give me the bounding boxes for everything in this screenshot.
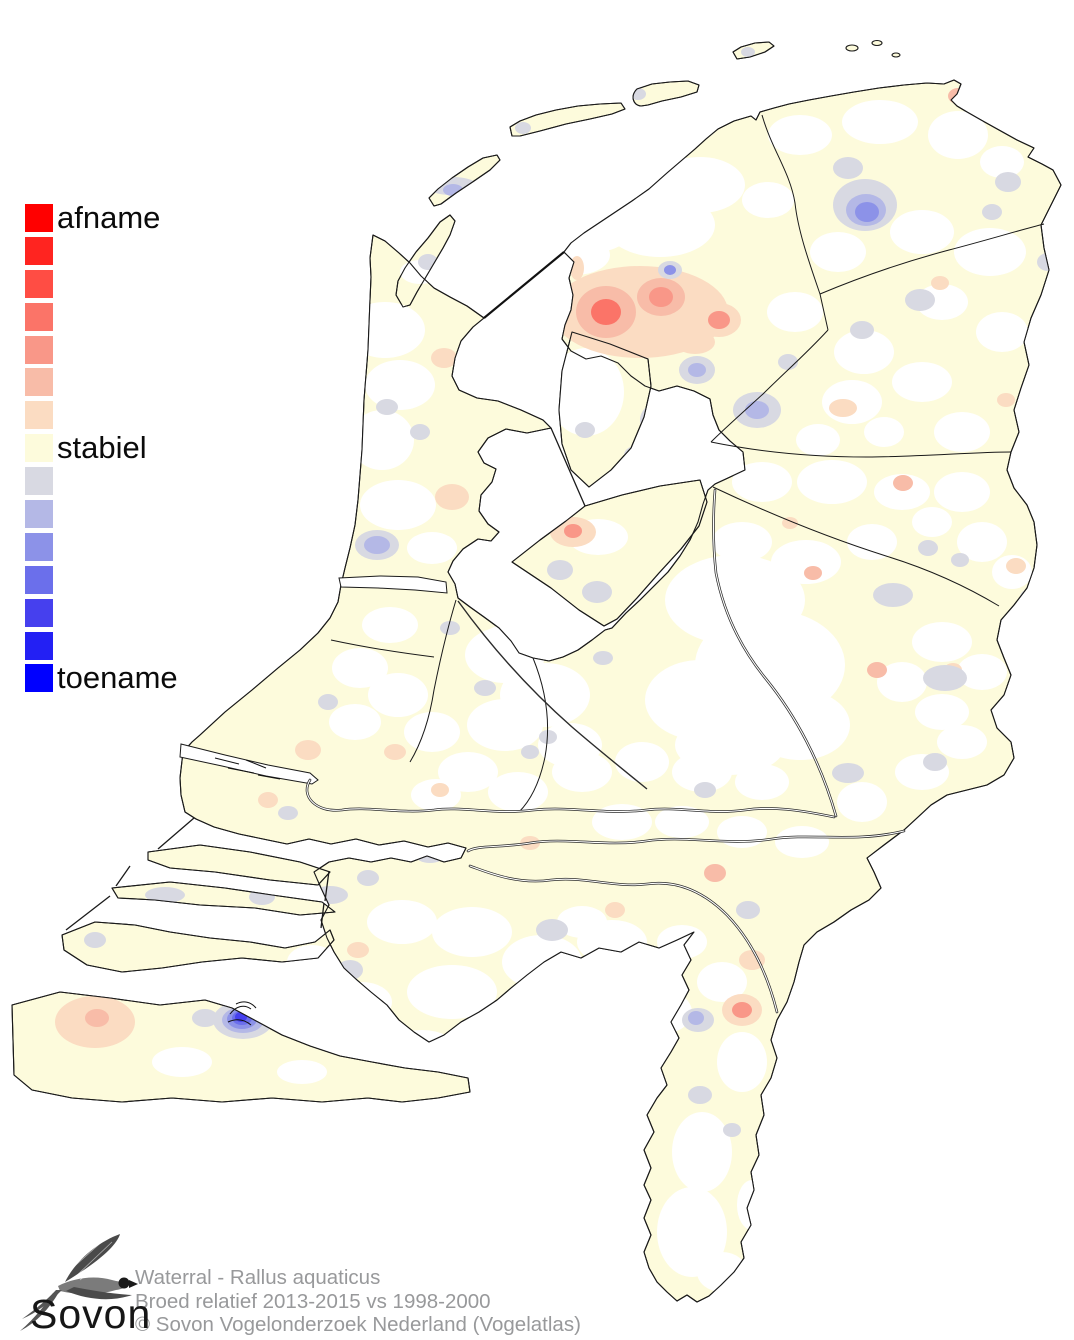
species-title: Waterral - Rallus aquaticus <box>135 1266 381 1289</box>
legend-row <box>25 236 178 265</box>
sovon-logo: Sovon <box>20 1234 148 1337</box>
legend-row <box>25 335 178 364</box>
legend-swatch <box>25 401 53 430</box>
legend-row <box>25 302 178 331</box>
legend-row <box>25 269 178 298</box>
copyright: © Sovon Vogelonderzoek Nederland (Vogela… <box>135 1313 581 1337</box>
legend-swatch <box>25 335 53 364</box>
legend-row <box>25 631 178 660</box>
legend-swatch <box>25 204 53 232</box>
legend-row <box>25 401 178 430</box>
legend-swatch <box>25 434 53 463</box>
survey-period: Broed relatief 2013-2015 vs 1998-2000 <box>135 1289 491 1313</box>
dikes-and-dams <box>65 251 586 931</box>
houtribdijk <box>550 427 586 507</box>
legend-row <box>25 598 178 627</box>
legend-swatch <box>25 598 53 627</box>
legend-swatch <box>25 467 53 496</box>
legend-swatch <box>25 368 53 397</box>
legend-swatch <box>25 302 53 331</box>
legend-row <box>25 532 178 561</box>
legend-swatch <box>25 631 53 660</box>
legend: afname stabiel toename <box>25 200 178 697</box>
legend-swatch <box>25 500 53 529</box>
detail-scribbles <box>214 757 281 1026</box>
legend-row <box>25 565 178 594</box>
legend-swatch <box>25 565 53 594</box>
legend-row <box>25 467 178 496</box>
rivers <box>305 488 906 1014</box>
legend-row <box>25 368 178 397</box>
legend-swatch <box>25 532 53 561</box>
legend-row: afname <box>25 200 178 235</box>
legend-label: toename <box>57 660 178 696</box>
swallow-bird-icon <box>20 1234 138 1331</box>
afsluitdijk <box>483 251 565 319</box>
legend-swatch <box>25 664 53 693</box>
land-areas <box>11 39 1062 1303</box>
legend-swatch <box>25 269 53 298</box>
legend-row: stabiel <box>25 430 178 465</box>
legend-label: stabiel <box>57 430 147 466</box>
amsterdam-rijnkanaal <box>457 600 648 790</box>
province-borders <box>330 114 1045 813</box>
sovon-logo-text: Sovon <box>30 1291 148 1337</box>
map-caption: Waterral - Rallus aquaticus Broed relati… <box>135 1266 581 1337</box>
legend-row <box>25 500 178 529</box>
legend-swatch <box>25 236 53 265</box>
legend-label: afname <box>57 200 161 235</box>
legend-row: toename <box>25 660 178 695</box>
noordzeekanaal <box>338 575 448 594</box>
